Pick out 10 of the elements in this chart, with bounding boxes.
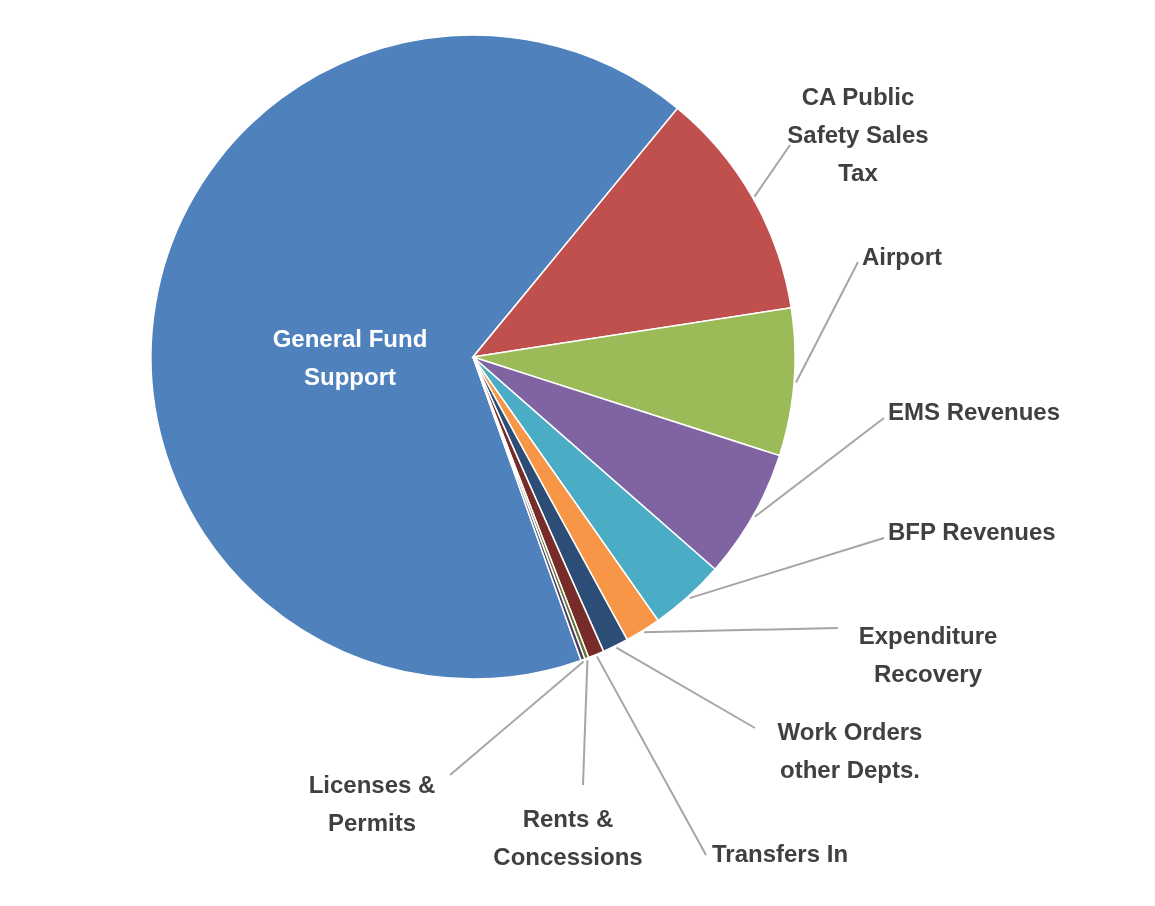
slice-label: Rents & Concessions: [493, 805, 643, 870]
slice-label: BFP Revenues: [888, 518, 1056, 545]
slice-label: Work Orders other Depts.: [777, 718, 923, 783]
slice-label: Licenses & Permits: [308, 771, 436, 836]
slice-label: General Fund Support: [272, 325, 428, 390]
slice-label: Expenditure Recovery: [858, 622, 998, 687]
slice-label: CA Public Safety Sales Tax: [787, 83, 929, 186]
slice-label: Airport: [862, 243, 942, 270]
slice-label: Transfers In: [712, 840, 849, 867]
slice-label: EMS Revenues: [888, 398, 1061, 425]
